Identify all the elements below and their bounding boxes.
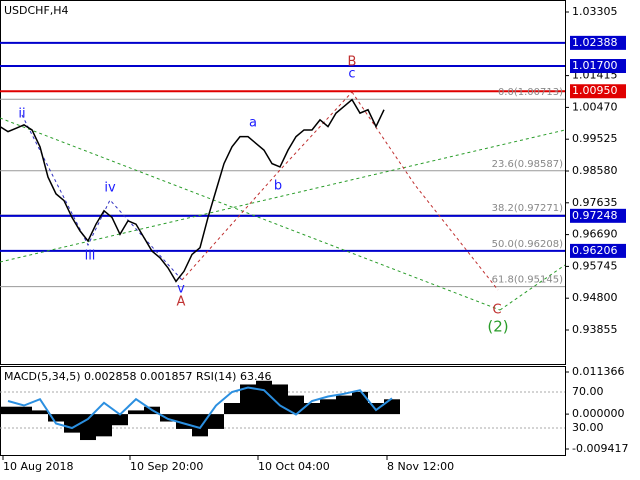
wave-connector [181, 91, 353, 281]
macd-bar [224, 402, 240, 415]
macd-bar [128, 410, 144, 415]
fib-label: 50.0(0.96208) [492, 239, 564, 250]
y-tick-label: 1.03305 [572, 5, 618, 18]
projection [351, 91, 499, 291]
wave-label: iii [85, 249, 96, 264]
indicator-label: MACD(5,34,5) 0.002858 0.001857 RSI(14) 6… [4, 370, 271, 383]
y-tick-label: 70.00 [572, 385, 604, 398]
wave-label: ii [18, 107, 25, 122]
macd-bar [336, 395, 352, 415]
rsi-line [7, 386, 393, 430]
x-tick-label: 8 Nov 12:00 [387, 460, 454, 473]
macd-bar [304, 402, 320, 415]
y-tick-label: 1.00470 [572, 100, 618, 113]
x-tick-label: 10 Sep 20:00 [130, 460, 203, 473]
price-line [0, 98, 385, 283]
macd-bar [160, 414, 176, 422]
level-box [570, 59, 626, 74]
level-label: 1.02388 [572, 36, 618, 49]
y-tick-label: 0.95745 [572, 259, 618, 272]
wave-label: B [348, 55, 357, 70]
fib-label: 0.0(1.00713) [498, 87, 563, 98]
fib-label: 38.2(0.97271) [492, 203, 564, 214]
wave-connector [21, 114, 183, 281]
y-tick-label: 0.94800 [572, 291, 618, 304]
level-box [570, 35, 626, 50]
trend-lines [0, 117, 566, 311]
macd-bar [256, 380, 272, 415]
fib-label: 23.6(0.98587) [492, 159, 564, 170]
main-frame [0, 0, 566, 365]
level-label: 1.01700 [572, 59, 618, 72]
fib-label: 61.8(0.95145) [492, 275, 564, 286]
level-box [570, 84, 626, 99]
wave-label: a [249, 116, 257, 131]
macd-bar [16, 406, 32, 415]
macd-bar [288, 395, 304, 415]
macd-bar [0, 406, 16, 415]
wave-label: A [177, 295, 186, 310]
wave-label: v [177, 282, 185, 297]
level-label: 1.00950 [572, 84, 618, 97]
level-label: 0.96206 [572, 244, 618, 257]
x-tick-label: 10 Aug 2018 [3, 460, 73, 473]
level-box [570, 208, 626, 223]
macd-bar [48, 414, 64, 422]
level-box [570, 243, 626, 258]
y-tick-label: 0.96690 [572, 228, 618, 241]
y-tick-label: 0.98580 [572, 164, 618, 177]
wave-label: c [348, 67, 355, 82]
y-tick-label: 0.011366 [572, 365, 625, 378]
macd-bar [352, 391, 368, 415]
level-label: 0.97248 [572, 209, 618, 222]
macd-bar [240, 384, 256, 415]
y-tick-label: -0.009417 [572, 442, 628, 455]
y-tick-label: 30.00 [572, 421, 604, 434]
symbol-title: USDCHF,H4 [4, 4, 69, 17]
macd-bar [32, 410, 48, 415]
y-tick-label: 0.93855 [572, 323, 618, 336]
wave-label: iv [104, 181, 116, 196]
macd-bar [112, 414, 128, 426]
macd-bar [64, 414, 80, 433]
macd-bar [208, 414, 224, 429]
wave-label: C [492, 303, 501, 318]
y-tick-label: 0.000000 [572, 407, 625, 420]
macd-bar [384, 399, 400, 415]
y-tick-label: 0.99525 [572, 132, 618, 145]
macd-bar [192, 414, 208, 437]
x-tick-label: 10 Oct 04:00 [258, 460, 330, 473]
macd-bar [96, 414, 112, 437]
wave-label: b [274, 179, 282, 194]
y-tick-label: 0.97635 [572, 196, 618, 209]
wave-label: (2) [487, 318, 508, 336]
macd-bar [320, 399, 336, 415]
